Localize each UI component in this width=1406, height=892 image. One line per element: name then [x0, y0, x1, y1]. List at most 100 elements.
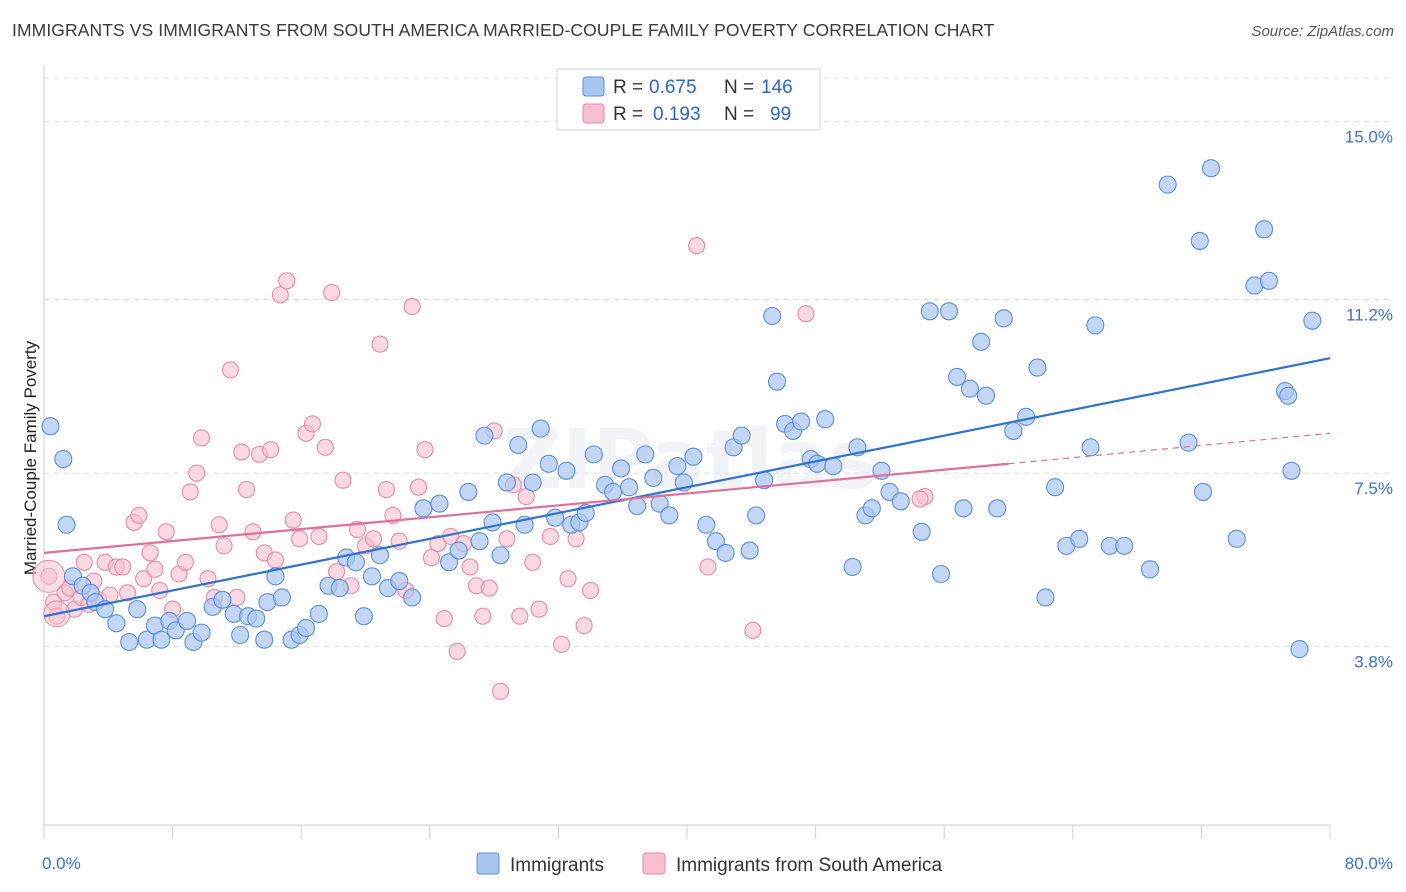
immigrants-point [1070, 529, 1089, 548]
south-america-point [210, 516, 228, 534]
immigrants-point [509, 435, 528, 455]
y-tick-label: 11.2% [1346, 306, 1393, 325]
immigrants-point [684, 447, 703, 466]
immigrants-point [1086, 316, 1105, 335]
immigrants-point [891, 492, 910, 511]
immigrants-point [475, 426, 494, 445]
immigrants-point [1255, 220, 1274, 239]
south-america-trend-extension [1008, 432, 1331, 465]
gridlines [44, 77, 1392, 648]
immigrants-point [449, 541, 468, 560]
series-immigrants-points [41, 159, 1322, 659]
south-america-point [141, 544, 159, 562]
south-america-point [278, 272, 296, 290]
immigrants-point [430, 494, 449, 513]
immigrants-point [497, 473, 517, 492]
south-america-point [181, 483, 199, 501]
y-axis-label: Married-Couple Family Poverty [21, 340, 40, 575]
immigrants-point [178, 611, 197, 630]
immigrants-point [370, 546, 390, 565]
south-america-point [699, 558, 717, 576]
immigrants-point [362, 567, 381, 586]
legend-pink-swatch [582, 103, 605, 124]
series-legend: Immigrants Immigrants from South America [476, 852, 943, 876]
immigrants-point [920, 302, 939, 321]
immigrants-point [266, 567, 285, 586]
immigrants-point [192, 623, 211, 642]
immigrants-point [668, 457, 687, 476]
immigrants-point [732, 426, 751, 445]
south-america-point [448, 642, 466, 660]
immigrants-point [792, 412, 811, 431]
immigrants-point [636, 445, 655, 464]
immigrants-point [1282, 461, 1301, 480]
south-america-point [192, 429, 211, 447]
south-america-point [797, 305, 815, 323]
south-america-point [188, 464, 206, 482]
immigrants-point [612, 459, 631, 478]
immigrants-point [1279, 386, 1298, 405]
south-america-point [221, 361, 240, 379]
immigrants-point [628, 496, 647, 516]
immigrants-point [1140, 560, 1160, 579]
immigrants-point [57, 515, 76, 534]
south-america-point [284, 511, 302, 529]
x-tick-label-start: 0.0% [42, 854, 81, 873]
south-america-point [119, 584, 137, 602]
immigrants-point [120, 632, 139, 652]
south-america-point [228, 588, 246, 607]
south-america-point [157, 523, 175, 541]
legend-n-value-1: 146 [761, 77, 793, 98]
immigrants-point [1193, 482, 1213, 501]
immigrants-point [747, 506, 766, 525]
series-south-america-points [32, 237, 934, 700]
immigrants-point [440, 553, 459, 572]
legend-r-value-2: 0.193 [653, 104, 701, 125]
south-america-point [498, 530, 516, 548]
axes [43, 65, 1331, 839]
immigrants-point [1036, 588, 1055, 607]
legend-r-value-1: 0.675 [649, 77, 697, 98]
immigrants-point [1158, 175, 1177, 194]
immigrants-point [346, 553, 365, 572]
immigrants-point [1190, 231, 1209, 250]
legend-n-label-2: N = [724, 104, 754, 125]
south-america-point [429, 534, 447, 553]
immigrants-point [390, 571, 409, 591]
south-america-point [310, 527, 328, 546]
immigrants-point [1201, 159, 1221, 178]
immigrants-point [972, 332, 991, 351]
immigrants-point [816, 410, 835, 429]
immigrants-point [763, 306, 782, 326]
legend-n-label-1: N = [724, 77, 754, 98]
stats-legend: R = 0.675 N = 146 R = 0.193 N = 99 [556, 68, 821, 131]
immigrants-point [1179, 433, 1198, 452]
immigrants-point [557, 461, 576, 480]
immigrants-point [213, 590, 232, 609]
immigrants-point [231, 625, 250, 645]
south-america-point [130, 506, 148, 524]
south-america-point [575, 617, 593, 635]
south-america-point [233, 443, 251, 461]
immigrants-point [740, 541, 759, 560]
south-america-point [541, 527, 559, 546]
south-america-point [176, 553, 195, 571]
south-america-point [435, 610, 453, 628]
south-america-point [316, 438, 334, 456]
south-america-point [491, 682, 510, 700]
legend-blue-swatch [582, 76, 605, 97]
immigrants-point [912, 522, 931, 541]
immigrants-point [1046, 478, 1065, 497]
south-america-point [348, 520, 367, 538]
legend-r-label-2: R = [613, 104, 643, 125]
south-america-point [135, 570, 153, 588]
south-america-point [559, 570, 577, 588]
immigrants-point [620, 478, 639, 497]
immigrants-point [1017, 407, 1036, 426]
south-america-point [530, 600, 548, 618]
south-america-point [303, 415, 322, 433]
immigrants-point [414, 499, 433, 518]
bottom-legend-south-america: Immigrants from South America [676, 855, 943, 876]
legend-n-value-2: 99 [770, 104, 791, 125]
immigrants-point [1081, 438, 1100, 457]
